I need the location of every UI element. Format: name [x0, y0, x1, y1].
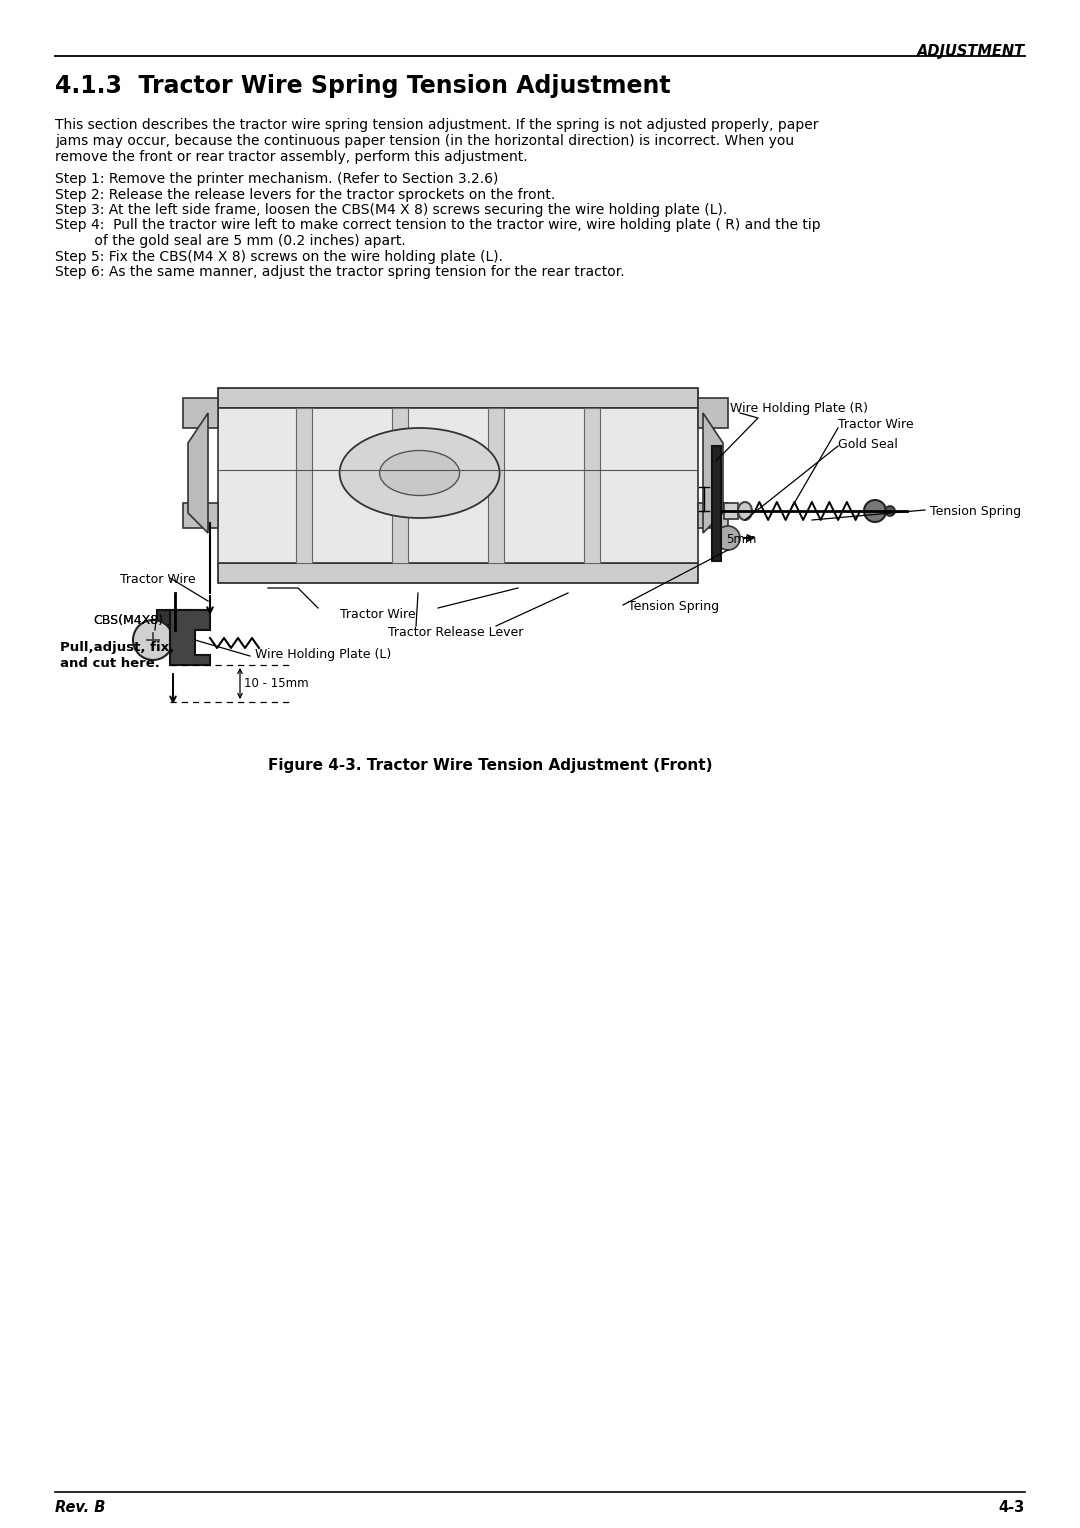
- Text: Step 4:  Pull the tractor wire left to make correct tension to the tractor wire,: Step 4: Pull the tractor wire left to ma…: [55, 219, 821, 232]
- Ellipse shape: [339, 428, 500, 518]
- Polygon shape: [188, 413, 208, 533]
- Text: jams may occur, because the continuous paper tension (in the horizontal directio: jams may occur, because the continuous p…: [55, 134, 794, 148]
- Text: Rev. B: Rev. B: [55, 1500, 106, 1514]
- Text: CBS(M4X8): CBS(M4X8): [93, 614, 163, 626]
- Text: 10 - 15mm: 10 - 15mm: [244, 677, 309, 691]
- Text: Tractor Wire: Tractor Wire: [120, 573, 195, 587]
- Text: remove the front or rear tractor assembly, perform this adjustment.: remove the front or rear tractor assembl…: [55, 150, 528, 163]
- Text: Step 1: Remove the printer mechanism. (Refer to Section 3.2.6): Step 1: Remove the printer mechanism. (R…: [55, 173, 498, 186]
- Text: Tractor Wire: Tractor Wire: [838, 419, 914, 431]
- Text: Figure 4-3. Tractor Wire Tension Adjustment (Front): Figure 4-3. Tractor Wire Tension Adjustm…: [268, 758, 712, 773]
- Bar: [218, 408, 698, 562]
- Ellipse shape: [738, 503, 752, 520]
- Text: Step 6: As the same manner, adjust the tractor spring tension for the rear tract: Step 6: As the same manner, adjust the t…: [55, 264, 624, 280]
- Text: Gold Seal: Gold Seal: [838, 439, 897, 451]
- Bar: [584, 408, 600, 562]
- Text: Step 2: Release the release levers for the tractor sprockets on the front.: Step 2: Release the release levers for t…: [55, 188, 555, 202]
- Bar: [392, 408, 408, 562]
- Bar: [218, 562, 698, 584]
- Bar: [724, 503, 738, 520]
- Text: and cut here.: and cut here.: [60, 657, 160, 669]
- Bar: [488, 408, 504, 562]
- Text: 5mm: 5mm: [726, 533, 756, 545]
- Text: of the gold seal are 5 mm (0.2 inches) apart.: of the gold seal are 5 mm (0.2 inches) a…: [55, 234, 406, 248]
- Bar: [157, 610, 193, 625]
- Bar: [296, 408, 312, 562]
- Text: 4-3: 4-3: [999, 1500, 1025, 1514]
- Polygon shape: [703, 413, 723, 533]
- Bar: [712, 446, 721, 561]
- Circle shape: [885, 506, 895, 516]
- Text: Pull,adjust, fix,: Pull,adjust, fix,: [60, 642, 174, 654]
- Ellipse shape: [379, 451, 460, 495]
- Bar: [698, 503, 728, 529]
- Circle shape: [133, 620, 173, 660]
- Text: Wire Holding Plate (R): Wire Holding Plate (R): [730, 402, 868, 416]
- Text: Step 5: Fix the CBS(M4 X 8) screws on the wire holding plate (L).: Step 5: Fix the CBS(M4 X 8) screws on th…: [55, 249, 503, 263]
- Circle shape: [864, 500, 886, 523]
- Bar: [698, 397, 728, 428]
- Text: 4.1.3  Tractor Wire Spring Tension Adjustment: 4.1.3 Tractor Wire Spring Tension Adjust…: [55, 73, 671, 98]
- Bar: [218, 388, 698, 408]
- Text: This section describes the tractor wire spring tension adjustment. If the spring: This section describes the tractor wire …: [55, 118, 819, 131]
- Circle shape: [716, 526, 740, 550]
- Bar: [183, 397, 218, 428]
- Text: Tractor Wire: Tractor Wire: [340, 608, 416, 620]
- Text: Tension Spring: Tension Spring: [627, 601, 719, 613]
- Text: CBS(M4X8): CBS(M4X8): [93, 614, 163, 626]
- Text: Tension Spring: Tension Spring: [930, 504, 1021, 518]
- Bar: [183, 503, 218, 529]
- Text: Tractor Release Lever: Tractor Release Lever: [389, 626, 524, 639]
- Polygon shape: [170, 610, 210, 665]
- Text: Wire Holding Plate (L): Wire Holding Plate (L): [255, 648, 391, 662]
- Text: Step 3: At the left side frame, loosen the CBS(M4 X 8) screws securing the wire : Step 3: At the left side frame, loosen t…: [55, 203, 727, 217]
- Text: ADJUSTMENT: ADJUSTMENT: [917, 44, 1025, 60]
